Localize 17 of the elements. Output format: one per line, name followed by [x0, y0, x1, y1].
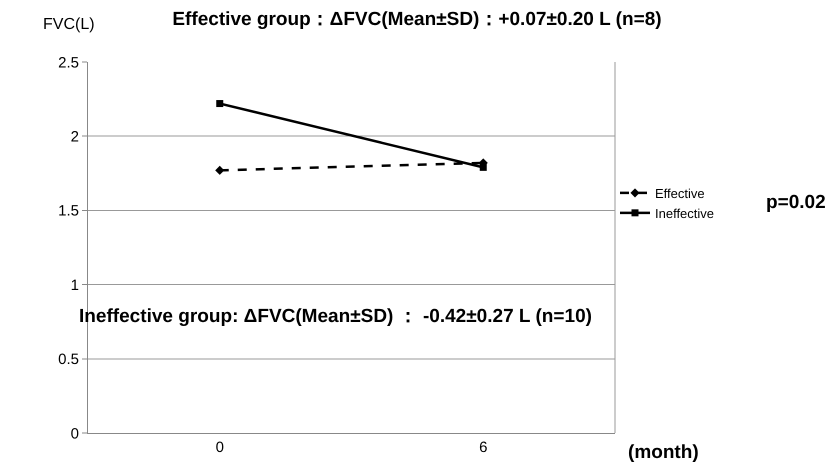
y-tick-label: 1.5: [58, 202, 79, 220]
annotation: Ineffective group: ΔFVC(Mean±SD) ： -0.42±0.27 L (n=10): [79, 306, 592, 327]
x-tick-label: 6: [479, 439, 488, 456]
chart-title: Effective group：ΔFVC(Mean±SD)：+0.07±0.20 L (n=8): [172, 8, 662, 30]
legend-label: Ineffective: [655, 206, 714, 221]
y-tick-label: 2.5: [58, 54, 79, 72]
legend-label: Effective: [655, 186, 705, 201]
y-tick-label: 0: [70, 425, 79, 442]
x-axis-title: (month): [628, 442, 699, 463]
y-tick-label: 1: [70, 276, 79, 294]
y-tick-label: 0.5: [58, 351, 79, 368]
text: p=0.02: [766, 192, 826, 213]
y-tick-label: 2: [70, 128, 79, 146]
y-axis-title: FVC(L): [43, 16, 95, 33]
point: [480, 164, 487, 171]
point: [215, 166, 224, 175]
point: [216, 100, 224, 108]
